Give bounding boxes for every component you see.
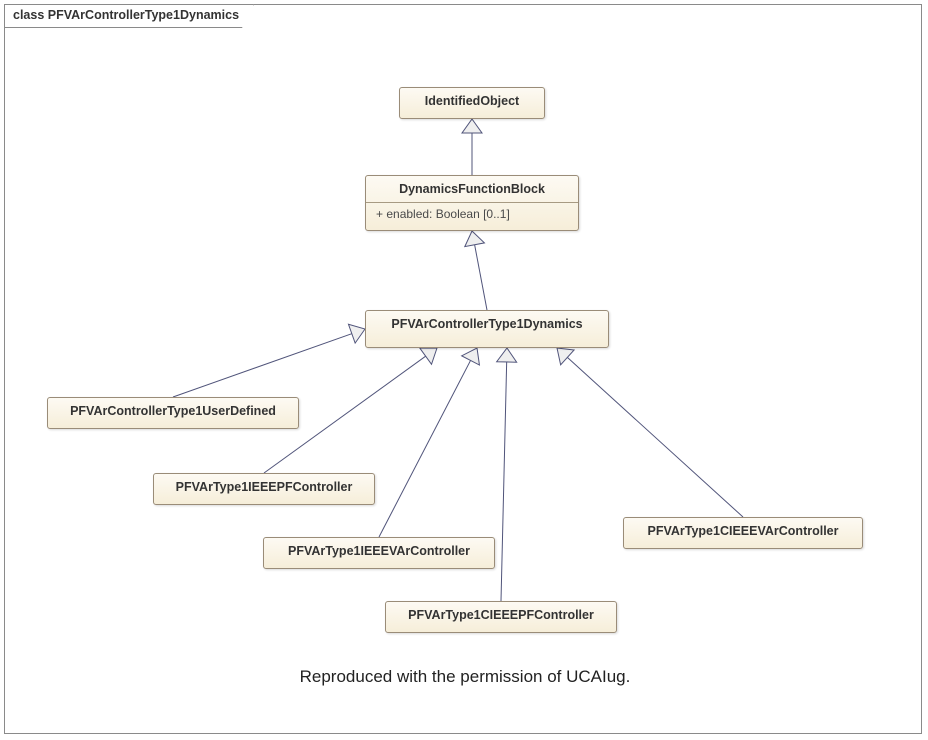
class-name: PFVArControllerType1UserDefined [48, 398, 298, 424]
generalization-arrow-icon [465, 231, 485, 247]
tab-prefix: class [13, 8, 44, 22]
generalization-arrow-icon [462, 348, 480, 365]
class-identified-object: IdentifiedObject [399, 87, 545, 119]
class-name: PFVArControllerType1Dynamics [366, 311, 608, 337]
class-name: PFVArType1CIEEEVArController [624, 518, 862, 544]
class-ieee-var: PFVArType1IEEEVArController [263, 537, 495, 569]
class-attr: + enabled: Boolean [0..1] [376, 207, 568, 221]
tab-title: PFVArControllerType1Dynamics [48, 8, 239, 22]
class-cieee-var: PFVArType1CIEEEVArController [623, 517, 863, 549]
class-pfvar-dynamics: PFVArControllerType1Dynamics [365, 310, 609, 348]
caption: Reproduced with the permission of UCAIug… [165, 667, 765, 687]
generalization-arrow-icon [462, 119, 482, 133]
class-name: PFVArType1CIEEEPFController [386, 602, 616, 628]
generalization-arrow-icon [420, 348, 437, 364]
class-name: IdentifiedObject [400, 88, 544, 114]
class-name: PFVArType1IEEEPFController [154, 474, 374, 500]
class-dynamics-function-block: DynamicsFunctionBlock + enabled: Boolean … [365, 175, 579, 231]
generalization-edge [567, 357, 743, 517]
diagram-canvas: Reproduced with the permission of UCAIug… [5, 27, 921, 733]
frame-tab: class PFVArControllerType1Dynamics [4, 4, 254, 28]
class-name: DynamicsFunctionBlock [366, 176, 578, 202]
class-ieee-pf: PFVArType1IEEEPFController [153, 473, 375, 505]
generalization-edge [475, 245, 487, 310]
class-name: PFVArType1IEEEVArController [264, 538, 494, 564]
class-cieee-pf: PFVArType1CIEEEPFController [385, 601, 617, 633]
class-attrs: + enabled: Boolean [0..1] [366, 203, 578, 227]
generalization-edge [379, 360, 471, 537]
generalization-edge [501, 362, 507, 601]
generalization-arrow-icon [557, 348, 574, 365]
generalization-edge [173, 334, 352, 397]
diagram-frame: class PFVArControllerType1Dynamics Repro… [4, 4, 922, 734]
generalization-arrow-icon [497, 348, 517, 362]
class-user-defined: PFVArControllerType1UserDefined [47, 397, 299, 429]
